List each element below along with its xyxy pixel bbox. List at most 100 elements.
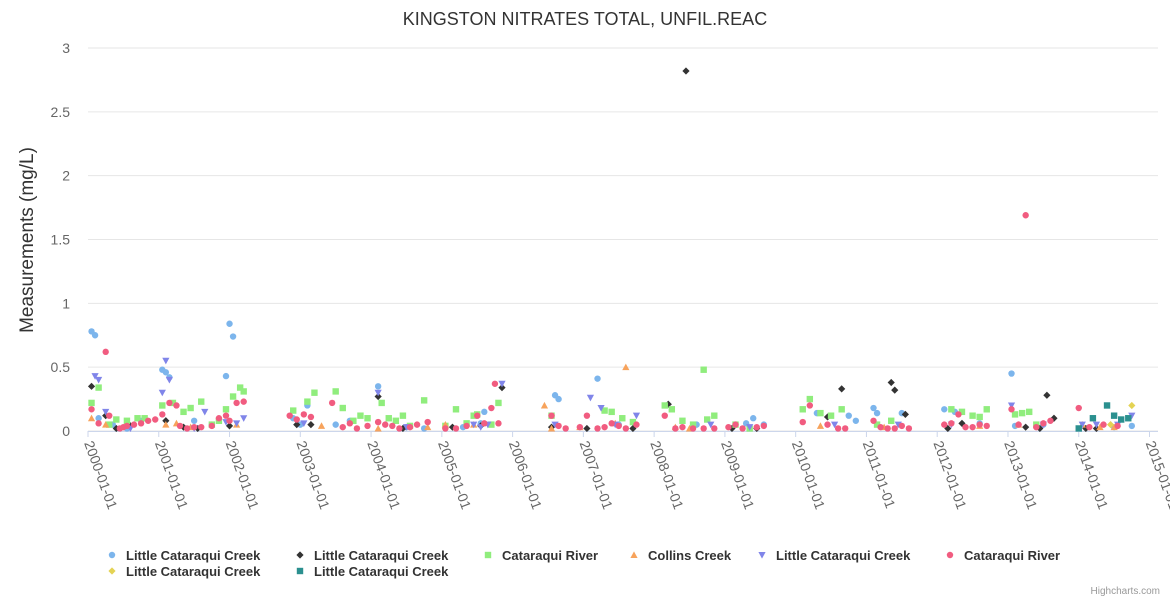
data-point[interactable]	[102, 421, 110, 428]
data-point[interactable]	[183, 425, 191, 432]
data-point[interactable]	[608, 420, 615, 427]
data-point[interactable]	[622, 425, 630, 432]
data-point[interactable]	[632, 412, 641, 420]
data-point[interactable]	[198, 398, 205, 405]
data-point[interactable]	[1047, 417, 1054, 424]
data-point[interactable]	[240, 398, 247, 405]
data-point[interactable]	[332, 421, 339, 428]
data-point[interactable]	[144, 417, 152, 424]
data-point[interactable]	[888, 417, 895, 424]
legend-symbol[interactable]	[108, 551, 116, 559]
data-point[interactable]	[838, 385, 846, 393]
data-point[interactable]	[873, 421, 881, 428]
data-point[interactable]	[332, 388, 339, 395]
data-point[interactable]	[941, 421, 948, 428]
legend-item[interactable]: Little Cataraqui Creek	[758, 548, 911, 563]
data-point[interactable]	[385, 415, 392, 422]
data-point[interactable]	[682, 67, 690, 75]
data-point[interactable]	[877, 423, 884, 431]
data-point[interactable]	[91, 373, 99, 380]
legend-item[interactable]: Cataraqui River	[484, 548, 598, 563]
data-point[interactable]	[123, 422, 131, 430]
data-point[interactable]	[1128, 422, 1136, 430]
data-point[interactable]	[166, 399, 173, 407]
data-point[interactable]	[562, 425, 569, 432]
data-point[interactable]	[201, 408, 209, 416]
data-point[interactable]	[873, 409, 881, 417]
data-point[interactable]	[495, 399, 502, 407]
data-point[interactable]	[668, 406, 676, 413]
data-point[interactable]	[948, 420, 955, 427]
data-point[interactable]	[799, 406, 806, 413]
data-point[interactable]	[300, 420, 308, 427]
data-point[interactable]	[233, 399, 240, 407]
data-point[interactable]	[106, 421, 113, 428]
data-point[interactable]	[700, 425, 707, 432]
data-point[interactable]	[424, 423, 432, 431]
data-point[interactable]	[583, 424, 591, 433]
data-point[interactable]	[350, 417, 357, 424]
data-point[interactable]	[1078, 421, 1086, 429]
data-point[interactable]	[286, 412, 293, 419]
data-point[interactable]	[948, 406, 955, 413]
data-point[interactable]	[629, 418, 637, 426]
data-point[interactable]	[799, 418, 806, 426]
data-point[interactable]	[1089, 415, 1097, 422]
data-point[interactable]	[955, 411, 962, 418]
legend-label[interactable]: Cataraqui River	[964, 548, 1060, 563]
data-point[interactable]	[470, 421, 478, 429]
data-point[interactable]	[1022, 212, 1029, 219]
data-point[interactable]	[1100, 421, 1107, 428]
data-point[interactable]	[1096, 423, 1104, 431]
data-point[interactable]	[215, 415, 223, 422]
data-point[interactable]	[307, 421, 315, 429]
data-point[interactable]	[420, 397, 428, 404]
data-point[interactable]	[689, 425, 697, 432]
data-point[interactable]	[1022, 423, 1030, 431]
data-point[interactable]	[95, 376, 103, 384]
data-point[interactable]	[838, 406, 845, 413]
data-point[interactable]	[233, 420, 241, 427]
data-point[interactable]	[555, 422, 562, 430]
data-point[interactable]	[958, 419, 966, 427]
data-point[interactable]	[339, 404, 346, 412]
data-point[interactable]	[976, 421, 983, 428]
data-point[interactable]	[240, 415, 248, 422]
data-point[interactable]	[601, 423, 608, 431]
data-point[interactable]	[102, 408, 110, 416]
data-point[interactable]	[732, 421, 739, 428]
data-point[interactable]	[870, 404, 877, 412]
data-point[interactable]	[364, 422, 371, 430]
legend-label[interactable]: Little Cataraqui Creek	[126, 564, 261, 579]
data-point[interactable]	[290, 407, 297, 414]
legend-item[interactable]: Collins Creek	[630, 548, 732, 563]
data-point[interactable]	[176, 422, 184, 430]
data-point[interactable]	[226, 320, 233, 327]
data-point[interactable]	[1086, 423, 1093, 431]
data-point[interactable]	[123, 417, 131, 424]
credits-link[interactable]: Highcharts.com	[1091, 586, 1160, 597]
data-point[interactable]	[583, 412, 591, 419]
data-point[interactable]	[842, 425, 849, 432]
data-point[interactable]	[976, 413, 983, 421]
data-point[interactable]	[225, 422, 234, 430]
data-point[interactable]	[300, 411, 308, 418]
data-point[interactable]	[470, 412, 477, 419]
data-point[interactable]	[548, 412, 555, 419]
data-point[interactable]	[1128, 412, 1136, 420]
data-point[interactable]	[389, 422, 396, 430]
data-point[interactable]	[240, 388, 247, 395]
data-point[interactable]	[399, 412, 407, 419]
data-point[interactable]	[374, 392, 382, 401]
data-point[interactable]	[608, 408, 615, 416]
data-point[interactable]	[208, 422, 216, 430]
data-point[interactable]	[88, 399, 95, 407]
data-point[interactable]	[498, 383, 506, 392]
data-point[interactable]	[488, 421, 495, 428]
data-point[interactable]	[1018, 409, 1026, 417]
legend-item[interactable]: Little Cataraqui Creek	[108, 548, 261, 563]
data-point[interactable]	[806, 395, 814, 403]
data-point[interactable]	[413, 421, 421, 428]
data-point[interactable]	[891, 425, 898, 432]
data-point[interactable]	[226, 417, 233, 424]
